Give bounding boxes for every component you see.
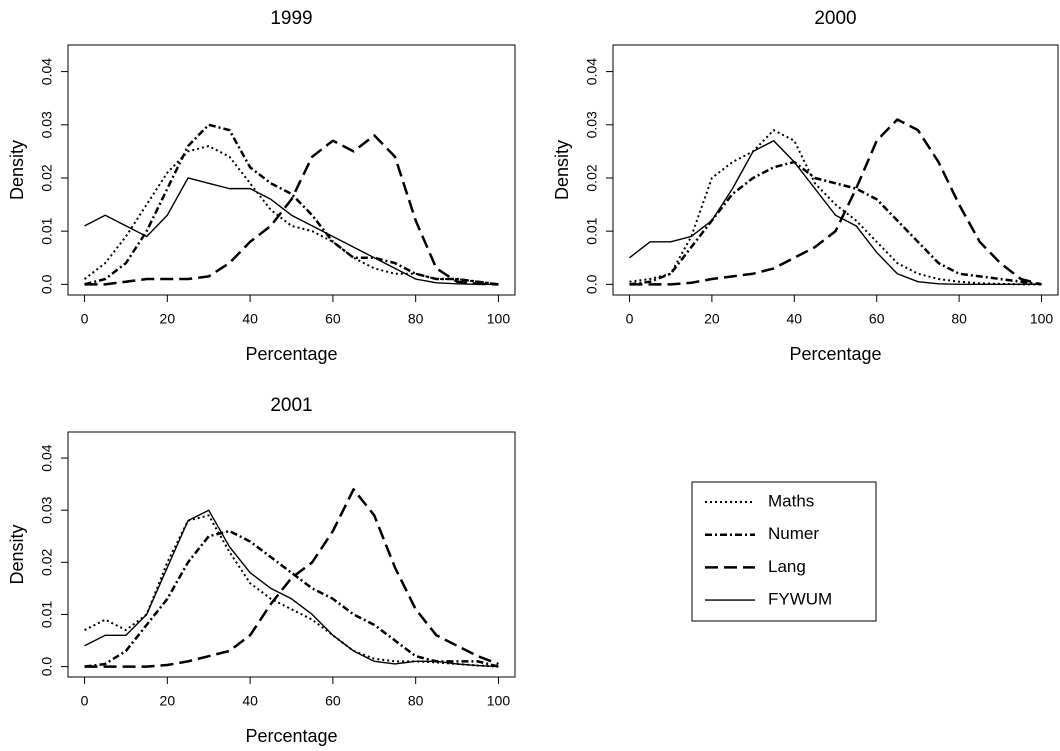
y-tick-label: 0.01 bbox=[39, 217, 55, 244]
x-axis-label: Percentage bbox=[245, 726, 337, 746]
x-tick-label: 100 bbox=[1030, 311, 1054, 327]
y-axis-label: Density bbox=[552, 140, 572, 200]
y-tick-label: 0.04 bbox=[39, 58, 55, 85]
x-tick-label: 80 bbox=[951, 311, 967, 327]
x-tick-label: 80 bbox=[408, 311, 424, 327]
y-tick-label: 0.03 bbox=[39, 111, 55, 138]
y-tick-label: 0.0 bbox=[39, 274, 55, 294]
y-tick-label: 0.0 bbox=[584, 274, 600, 294]
plot-box bbox=[67, 44, 516, 296]
y-tick-label: 0.02 bbox=[584, 164, 600, 191]
x-tick-label: 20 bbox=[160, 693, 176, 709]
x-tick-label: 40 bbox=[787, 311, 803, 327]
y-tick-label: 0.01 bbox=[584, 217, 600, 244]
chart-title: 1999 bbox=[270, 8, 312, 29]
y-tick-label: 0.03 bbox=[584, 111, 600, 138]
density-line bbox=[629, 140, 1042, 286]
density-line bbox=[84, 134, 499, 286]
x-axis-label: Percentage bbox=[245, 344, 337, 364]
chart-title: 2000 bbox=[814, 8, 856, 29]
x-tick-label: 40 bbox=[242, 311, 258, 327]
density-line bbox=[84, 123, 499, 286]
density-line bbox=[629, 129, 1042, 286]
legend-label: Lang bbox=[768, 557, 806, 576]
density-line bbox=[84, 514, 499, 668]
chart-title: 2001 bbox=[270, 395, 312, 416]
y-axis-label: Density bbox=[7, 140, 27, 200]
density-line bbox=[629, 160, 1042, 286]
density-line bbox=[83, 145, 499, 286]
x-tick-label: 60 bbox=[325, 693, 341, 709]
x-tick-label: 0 bbox=[81, 693, 89, 709]
y-tick-label: 0.03 bbox=[39, 496, 55, 523]
x-tick-label: 20 bbox=[160, 311, 176, 327]
legend-label: FYWUM bbox=[768, 590, 832, 609]
y-axis-label: Density bbox=[7, 524, 27, 584]
y-tick-label: 0.02 bbox=[39, 548, 55, 575]
y-tick-label: 0.0 bbox=[39, 657, 55, 677]
x-tick-label: 60 bbox=[869, 311, 885, 327]
x-tick-label: 60 bbox=[325, 311, 341, 327]
density-line bbox=[84, 509, 499, 668]
density-line bbox=[84, 488, 499, 668]
x-tick-label: 20 bbox=[704, 311, 720, 327]
density-line bbox=[629, 118, 1042, 286]
y-tick-label: 0.04 bbox=[584, 58, 600, 85]
legend-box bbox=[691, 481, 877, 622]
y-tick-label: 0.01 bbox=[39, 601, 55, 628]
x-tick-label: 40 bbox=[242, 693, 258, 709]
legend-label: Numer bbox=[768, 524, 819, 543]
x-axis-label: Percentage bbox=[789, 344, 881, 364]
x-tick-label: 0 bbox=[626, 311, 634, 327]
density-line bbox=[84, 177, 499, 286]
x-tick-label: 100 bbox=[487, 693, 511, 709]
x-tick-label: 80 bbox=[408, 693, 424, 709]
y-tick-label: 0.04 bbox=[39, 444, 55, 471]
x-tick-label: 100 bbox=[487, 311, 511, 327]
y-tick-label: 0.02 bbox=[39, 164, 55, 191]
legend-label: Maths bbox=[768, 491, 814, 510]
x-tick-label: 0 bbox=[81, 311, 89, 327]
